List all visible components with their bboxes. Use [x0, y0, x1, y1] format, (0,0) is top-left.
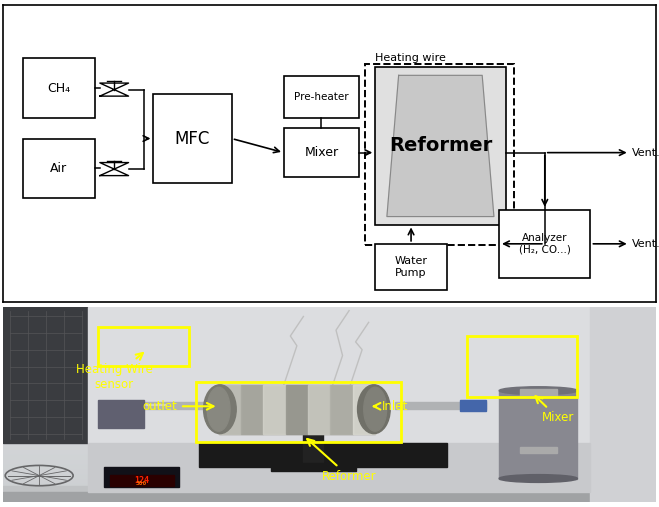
Bar: [109, 475, 173, 486]
Bar: [104, 467, 179, 487]
Polygon shape: [460, 401, 486, 411]
Polygon shape: [330, 385, 353, 433]
FancyBboxPatch shape: [154, 94, 232, 183]
Text: Analyzer
(H₂, CO...): Analyzer (H₂, CO...): [519, 233, 571, 255]
Bar: [499, 391, 577, 479]
Text: Air: Air: [50, 162, 67, 175]
Polygon shape: [353, 385, 375, 433]
Bar: [98, 401, 144, 428]
Polygon shape: [286, 385, 308, 433]
Text: Heating Wire
sensor: Heating Wire sensor: [76, 353, 153, 391]
Bar: [219, 385, 375, 433]
FancyBboxPatch shape: [284, 128, 359, 177]
Bar: [467, 336, 577, 396]
Bar: [3, 492, 656, 502]
FancyBboxPatch shape: [23, 58, 95, 118]
Text: Pre-heater: Pre-heater: [294, 92, 349, 102]
FancyBboxPatch shape: [375, 67, 505, 225]
Text: Vent.: Vent.: [631, 148, 659, 158]
Text: Water
Pump: Water Pump: [395, 256, 428, 278]
Text: Vent.: Vent.: [631, 239, 659, 249]
Bar: [303, 412, 323, 467]
Ellipse shape: [204, 385, 236, 433]
Polygon shape: [520, 447, 557, 453]
Polygon shape: [219, 385, 241, 433]
Text: CH₄: CH₄: [47, 82, 71, 95]
Polygon shape: [308, 385, 330, 433]
Polygon shape: [100, 83, 129, 96]
Text: 300: 300: [136, 481, 147, 486]
FancyBboxPatch shape: [499, 210, 590, 278]
Ellipse shape: [364, 387, 387, 431]
Polygon shape: [387, 76, 494, 216]
Bar: [271, 463, 356, 470]
Text: Reformer: Reformer: [389, 136, 492, 156]
Bar: [88, 443, 590, 492]
Ellipse shape: [358, 385, 390, 433]
FancyBboxPatch shape: [23, 138, 95, 198]
FancyBboxPatch shape: [284, 76, 359, 118]
Bar: [88, 307, 656, 443]
Polygon shape: [395, 403, 486, 409]
Polygon shape: [241, 385, 264, 433]
FancyBboxPatch shape: [375, 244, 447, 290]
Text: Mixer: Mixer: [535, 396, 574, 424]
Polygon shape: [100, 163, 129, 175]
Text: Reformer: Reformer: [307, 439, 376, 483]
Polygon shape: [101, 403, 206, 409]
Text: outlet: outlet: [142, 400, 214, 413]
Text: 124: 124: [134, 476, 149, 485]
Ellipse shape: [207, 387, 230, 431]
Text: MFC: MFC: [175, 129, 210, 148]
Text: Mixer: Mixer: [304, 146, 339, 159]
Text: Heating wire: Heating wire: [375, 53, 446, 63]
Polygon shape: [520, 389, 557, 396]
Ellipse shape: [499, 475, 577, 483]
Bar: [3, 307, 88, 443]
Polygon shape: [264, 385, 286, 433]
Ellipse shape: [499, 387, 577, 394]
Bar: [3, 486, 656, 502]
Bar: [196, 382, 401, 443]
Bar: [98, 327, 189, 366]
Text: Inlet: Inlet: [374, 400, 408, 413]
Bar: [199, 443, 447, 467]
Bar: [590, 307, 656, 502]
